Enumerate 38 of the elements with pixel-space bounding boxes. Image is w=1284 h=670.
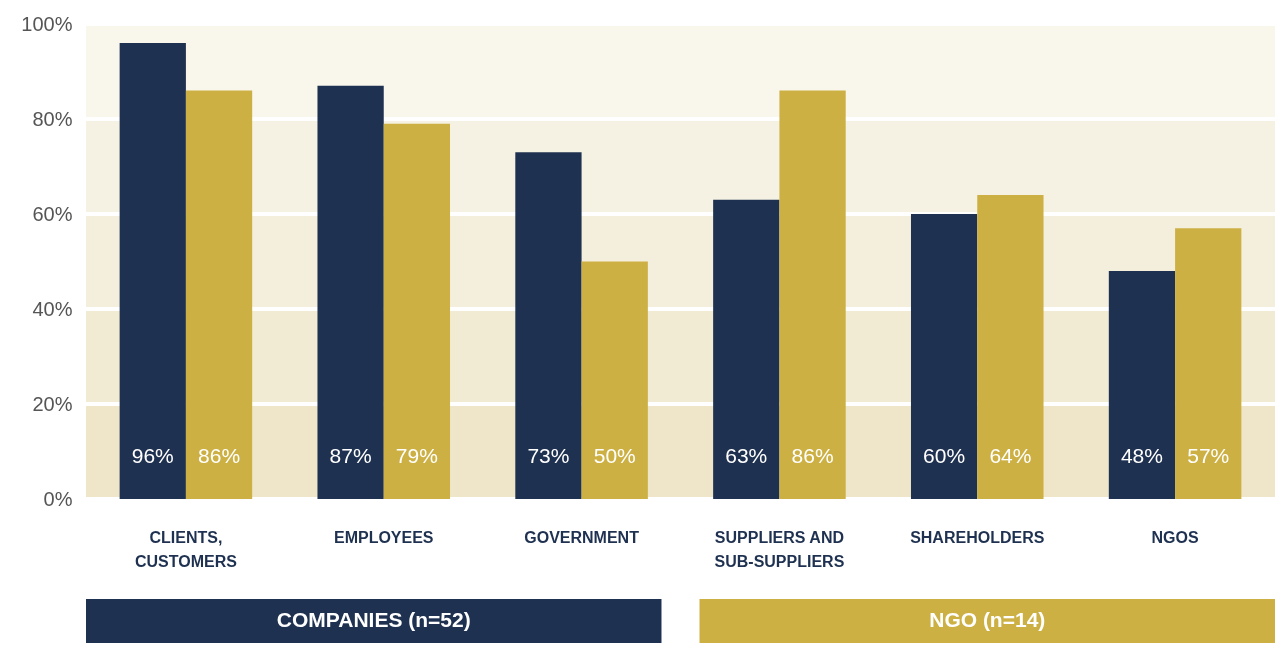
data-label: 73% xyxy=(527,444,570,467)
bar xyxy=(383,123,451,499)
data-label: 79% xyxy=(395,444,438,467)
data-label: 57% xyxy=(1187,444,1230,467)
bar xyxy=(185,90,253,499)
y-tick-label: 100% xyxy=(21,12,73,35)
y-tick-label: 40% xyxy=(32,297,73,320)
bar xyxy=(515,152,582,499)
x-tick-label: NGOS xyxy=(1151,528,1199,546)
x-tick-label: EMPLOYEES xyxy=(333,528,434,546)
data-label: 96% xyxy=(131,444,174,467)
bar xyxy=(581,261,648,499)
x-tick-label: GOVERNMENT xyxy=(524,528,640,546)
y-tick-label: 80% xyxy=(32,107,73,130)
bar xyxy=(977,195,1044,499)
data-label: 87% xyxy=(329,444,372,467)
bar xyxy=(119,43,186,499)
text: NGO (n=14) xyxy=(929,608,1046,631)
data-label: 86% xyxy=(198,444,241,467)
data-label: 50% xyxy=(593,444,636,467)
bar xyxy=(779,90,846,499)
data-label: 60% xyxy=(923,444,966,467)
bar xyxy=(1175,228,1242,499)
y-tick-label: 60% xyxy=(32,202,73,225)
data-label: 64% xyxy=(989,444,1032,467)
data-label: 48% xyxy=(1120,444,1163,467)
text: COMPANIES (n=52) xyxy=(276,608,471,631)
bar xyxy=(713,199,780,499)
x-tick-label: SUPPLIERS AND SUB-SUPPLIERS xyxy=(714,528,845,570)
y-tick-label: 20% xyxy=(32,392,73,415)
x-tick-label: SHAREHOLDERS xyxy=(910,528,1045,546)
data-label: 86% xyxy=(791,444,834,467)
y-tick-label: 0% xyxy=(43,487,73,510)
bar xyxy=(910,214,978,499)
bar xyxy=(1108,271,1176,499)
bar xyxy=(317,85,384,499)
data-label: 63% xyxy=(725,444,768,467)
x-tick-label: CLIENTS, CUSTOMERS xyxy=(134,528,238,570)
